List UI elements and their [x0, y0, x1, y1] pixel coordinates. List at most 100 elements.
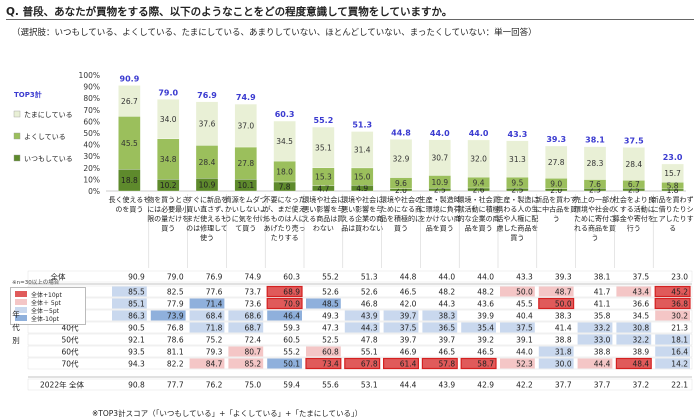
table-cell: 36.5 — [438, 324, 455, 333]
bar-segment — [351, 131, 374, 169]
table-cell: 30.2 — [671, 312, 688, 321]
table-cell: 90.9 — [128, 273, 145, 282]
table-cell-highlight — [267, 310, 302, 321]
table-cell: 78.6 — [167, 336, 184, 345]
table-cell: 80.7 — [244, 348, 261, 357]
table-row-label: 全体 — [51, 272, 66, 282]
top3-legend-label: TOP3計 — [14, 90, 42, 99]
category-label: 品は買わない — [341, 225, 383, 233]
legend-item: 全体-10pt — [15, 314, 81, 323]
table-cell: 44.8 — [400, 273, 417, 282]
data-label: 2.6 — [473, 185, 485, 194]
table-cell: 42.0 — [400, 300, 417, 309]
table-cell: 59.3 — [283, 324, 300, 333]
bar-segment — [428, 139, 451, 176]
table-cell: 82.2 — [167, 360, 184, 369]
table-cell: 93.5 — [128, 348, 145, 357]
table-cell-highlight — [577, 358, 613, 369]
data-label: 28.3 — [587, 159, 604, 168]
data-label: 5.8 — [667, 182, 679, 191]
table-cell: 43.9 — [438, 381, 455, 390]
category-label: 使う — [200, 233, 214, 242]
table-cell-highlight — [189, 322, 225, 333]
answer-options-note: （選択肢：いつもしている、よくしている、たまにしている、あまりしていない、ほとん… — [12, 28, 537, 38]
data-label: 4.9 — [356, 184, 368, 193]
table-cell: 68.7 — [244, 324, 261, 333]
table-cell: 38.9 — [632, 348, 649, 357]
table-cell: 37.5 — [400, 324, 417, 333]
category-label: のは修理して — [186, 224, 228, 233]
table-cell: 14.2 — [671, 360, 688, 369]
table-row-bg — [27, 270, 693, 283]
category-label: 新品を買わず — [535, 195, 577, 204]
legend-item: 全体+10pt — [15, 290, 81, 299]
top3-total-label: 55.2 — [314, 116, 334, 125]
table-cell: 82.5 — [167, 288, 184, 297]
top3-total-label: 76.9 — [197, 91, 217, 100]
table-cell: 46.5 — [438, 348, 455, 357]
table-cell: 52.5 — [322, 336, 339, 345]
category-label: すぐに新品を — [186, 195, 228, 204]
legend-swatch — [15, 307, 27, 313]
table-cell: 50.0 — [555, 300, 572, 309]
table-cell: 60.5 — [283, 336, 300, 345]
table-cell-highlight — [228, 358, 264, 369]
table-cell: 76.2 — [206, 381, 223, 390]
table-cell: 46.9 — [400, 348, 417, 357]
table-cell-highlight — [228, 322, 264, 333]
table-row-bg — [27, 345, 693, 358]
table-cell-highlight — [344, 357, 381, 370]
category-label: ためになる商 — [380, 205, 422, 214]
category-label: 生産・製造に — [496, 195, 538, 204]
y-tick-label: 10% — [83, 175, 100, 184]
table-cell: 57.8 — [438, 360, 455, 369]
data-label: 4.7 — [317, 184, 329, 193]
series-legend-label: よくしている — [24, 133, 66, 141]
table-cell: 55.1 — [361, 348, 378, 357]
table-cell: 37.5 — [516, 324, 533, 333]
table-cell-highlight — [577, 322, 613, 333]
table-cell: 44.0 — [516, 348, 533, 357]
table-cell: 39.3 — [555, 273, 572, 282]
table-cell: 30.8 — [632, 324, 649, 333]
y-tick-label: 80% — [83, 94, 100, 103]
y-tick-label: 60% — [83, 117, 100, 126]
table-cell: 46.5 — [477, 348, 494, 357]
table-cell-highlight — [306, 298, 341, 309]
category-label: のを買う — [115, 206, 143, 214]
table-cell: 81.1 — [167, 348, 184, 357]
table-cell: 37.7 — [594, 381, 611, 390]
category-label: える商品は買 — [303, 214, 345, 223]
category-label: 環境・社会貢 — [458, 195, 500, 204]
table-cell-highlight — [616, 334, 652, 345]
question-title: Q. 普段、あなたが買物をする際、以下のようなことをどの程度意識して買物をしてい… — [6, 6, 453, 18]
table-cell: 61.4 — [400, 360, 417, 369]
table-cell: 75.2 — [206, 336, 223, 345]
category-label: 献活動に積極 — [458, 205, 500, 214]
table-cell: 73.7 — [244, 288, 261, 297]
bar-segment — [157, 99, 180, 139]
data-label: 34.8 — [160, 155, 177, 164]
bar-segment — [234, 103, 257, 148]
table-cell: 44.3 — [438, 300, 455, 309]
table-cell-highlight — [655, 310, 690, 321]
category-label: 慮した商品を — [496, 224, 538, 233]
legend-note: ※n=30以上の場合 — [12, 280, 60, 286]
legend-swatch — [15, 315, 27, 321]
table-row-label: 50代 — [61, 335, 79, 345]
data-label: 15.3 — [315, 173, 332, 182]
table-cell-highlight — [538, 346, 574, 357]
table-cell-highlight — [616, 286, 652, 297]
legend-label: 全体＋ 5pt — [31, 299, 61, 307]
category-label: 買う — [394, 225, 408, 233]
category-label: くする活動に — [613, 205, 655, 214]
table-cell-highlight — [538, 358, 574, 369]
table-cell: 37.7 — [555, 381, 572, 390]
table-cell: 90.5 — [128, 324, 145, 333]
table-cell: 74.9 — [244, 273, 261, 282]
table-row-label: 40代 — [61, 323, 79, 333]
table-cell: 71.8 — [206, 324, 223, 333]
legend-label: 全体－5pt — [31, 307, 59, 315]
table-cell: 39.2 — [477, 336, 494, 345]
table-cell: 42.2 — [516, 381, 533, 390]
